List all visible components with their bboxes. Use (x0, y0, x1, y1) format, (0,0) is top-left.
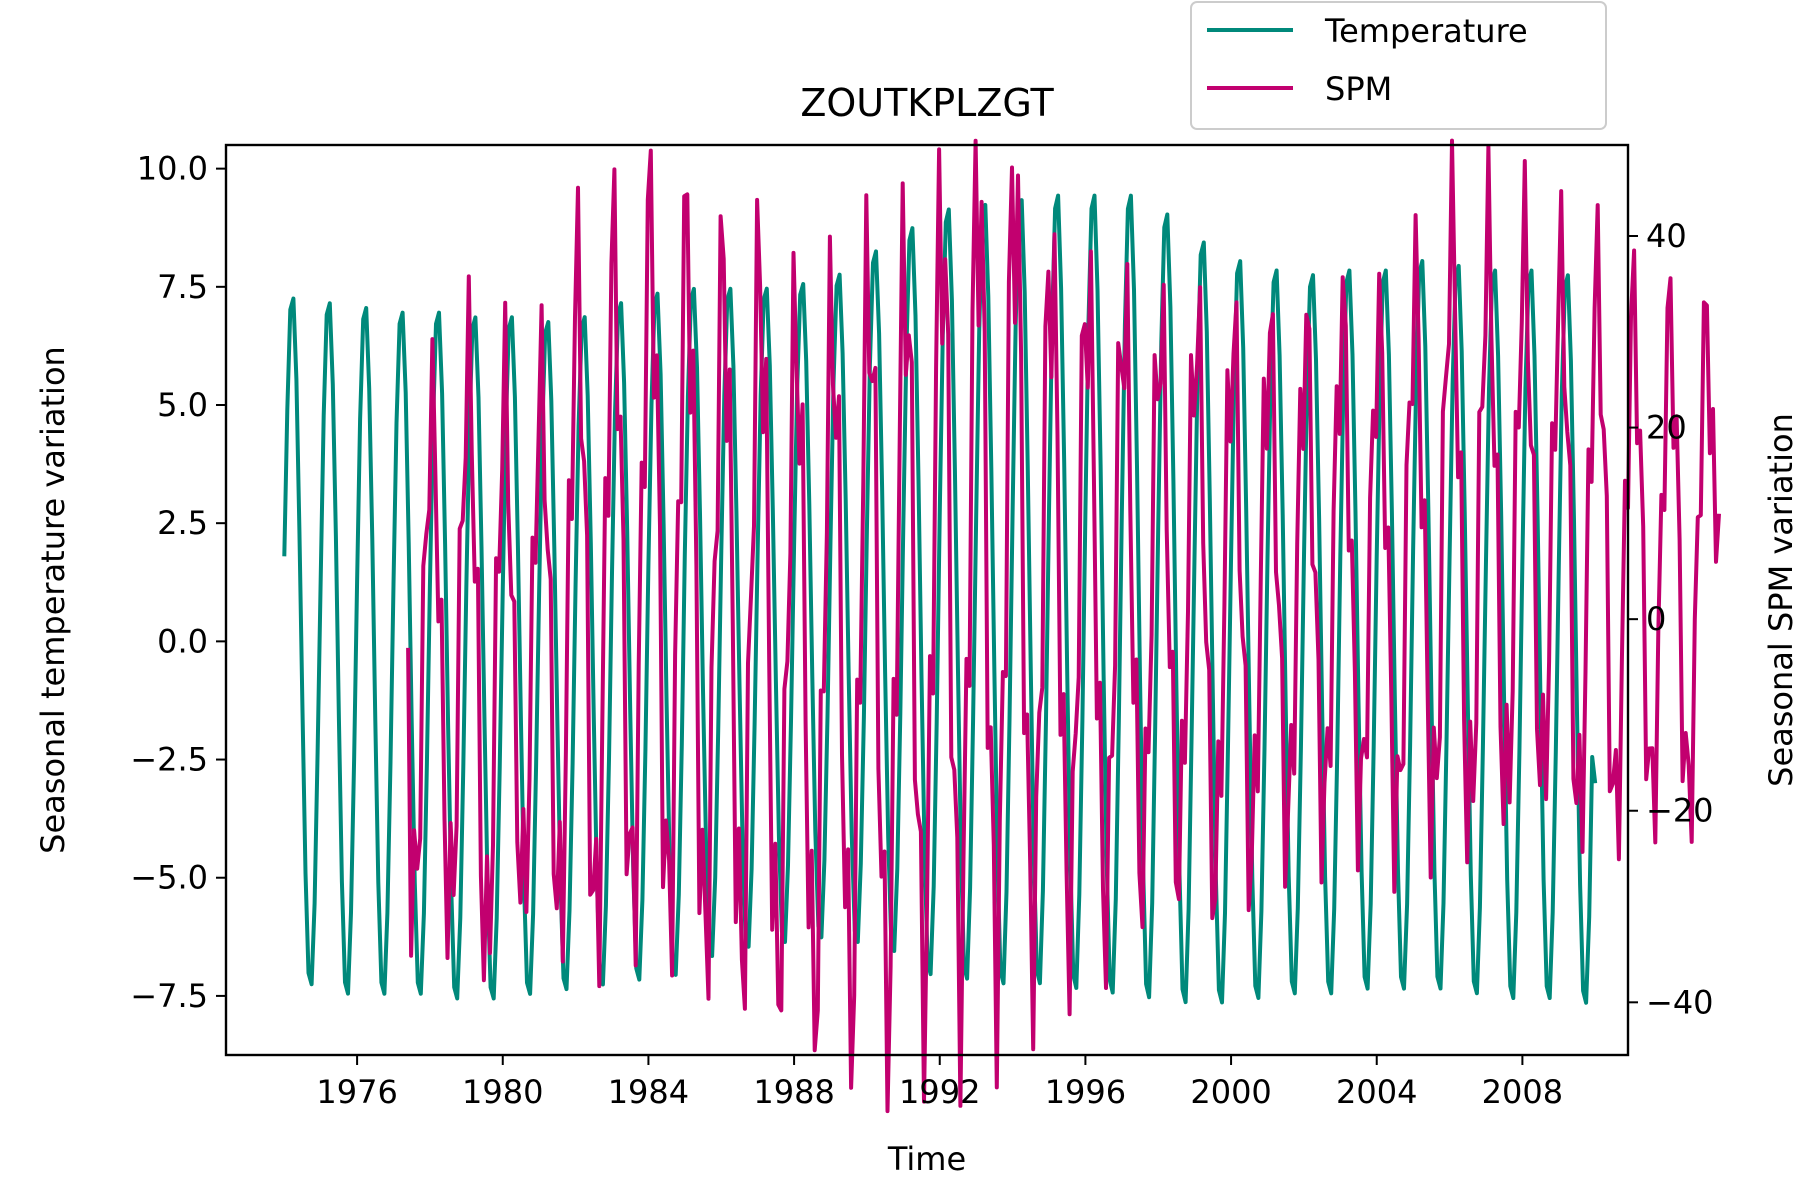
x-tick-label: 1988 (753, 1073, 834, 1111)
left-y-tick-label: 10.0 (137, 150, 208, 188)
x-tick-label: 1984 (608, 1073, 689, 1111)
left-y-tick-label: 0.0 (157, 622, 208, 660)
plot-area (282, 138, 1721, 1114)
x-tick-label: 2004 (1336, 1073, 1417, 1111)
left-y-tick-label: 7.5 (157, 268, 208, 306)
legend-temperature-label: Temperature (1324, 12, 1528, 50)
right-y-tick-label: 40 (1646, 217, 1687, 255)
x-tick-label: 1996 (1045, 1073, 1126, 1111)
right-y-tick-label: −20 (1646, 792, 1714, 830)
spm-line (406, 138, 1721, 1114)
left-y-tick-label: −2.5 (130, 741, 208, 779)
x-tick-label: 1976 (316, 1073, 397, 1111)
x-axis-label: Time (887, 1140, 966, 1178)
left-y-axis: 10.0 7.5 5.0 2.5 0.0 −2.5 −5.0 −7.5 (130, 150, 226, 1015)
left-y-tick-label: 2.5 (157, 504, 208, 542)
temperature-line (282, 193, 1598, 1005)
left-y-tick-label: −7.5 (130, 977, 208, 1015)
left-y-tick-label: −5.0 (130, 859, 208, 897)
chart-title: ZOUTKPLZGT (800, 81, 1054, 125)
right-y-axis-label: Seasonal SPM variation (1762, 413, 1800, 787)
x-tick-label: 1992 (899, 1073, 980, 1111)
x-tick-label: 2000 (1190, 1073, 1271, 1111)
legend-spm-label: SPM (1325, 70, 1392, 108)
axes-frame (224, 143, 1630, 1057)
legend-box (1190, 1, 1607, 130)
legend: Temperature SPM (1190, 1, 1607, 130)
right-y-axis: 40 20 0 −20 −40 (1628, 217, 1714, 1021)
left-y-tick-label: 5.0 (157, 386, 208, 424)
x-axis: 1976 1980 1984 1988 1992 1996 2000 2004 2008 (316, 1055, 1563, 1111)
left-y-axis-label: Seasonal temperature variation (34, 346, 72, 854)
x-tick-label: 1980 (462, 1073, 543, 1111)
right-y-tick-label: −40 (1646, 983, 1714, 1021)
right-y-tick-label: 0 (1646, 600, 1666, 638)
right-y-tick-label: 20 (1646, 409, 1687, 447)
x-tick-label: 2008 (1482, 1073, 1563, 1111)
